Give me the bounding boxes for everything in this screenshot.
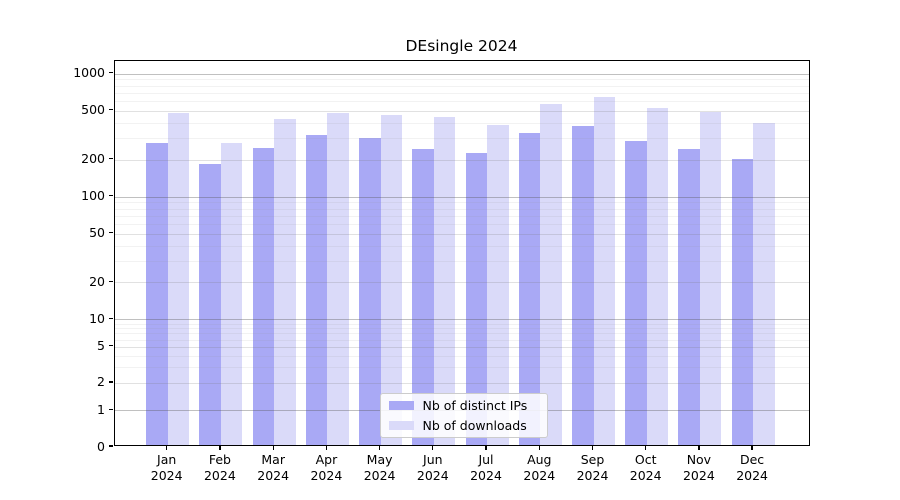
chart-title: DEsingle 2024	[405, 37, 518, 55]
bar-sep-downloads	[593, 97, 615, 445]
gridline-major	[114, 73, 809, 75]
plot-area: Nb of distinct IPs Nb of downloads	[113, 59, 810, 446]
y-tick-label: 10	[89, 310, 105, 326]
y-tick-mark	[109, 345, 113, 347]
y-tick-mark	[109, 72, 113, 74]
x-tick-label: May 2024	[363, 452, 396, 483]
y-tick-mark	[109, 158, 113, 160]
y-tick-mark	[109, 381, 113, 383]
x-tick-mark	[432, 446, 434, 450]
x-tick-label: Jan 2024	[150, 452, 183, 483]
x-tick-mark	[645, 446, 647, 450]
x-tick-label: Oct 2024	[629, 452, 662, 483]
x-tick-mark	[378, 446, 381, 450]
bar-nov-ips	[678, 149, 700, 445]
bar-feb-ips	[199, 164, 221, 445]
y-tick-mark	[109, 109, 113, 111]
y-tick-label: 5	[97, 338, 105, 354]
y-tick-label: 200	[81, 151, 105, 167]
y-tick-label: 2	[97, 374, 105, 390]
x-tick-label: Jul 2024	[470, 452, 502, 483]
bar-jul-ips	[465, 153, 487, 445]
x-tick-mark	[751, 446, 753, 450]
legend: Nb of distinct IPs Nb of downloads	[379, 392, 548, 438]
bar-feb-downloads	[220, 143, 243, 445]
bar-dec-downloads	[753, 122, 775, 445]
y-tick-label: 100	[81, 188, 105, 204]
x-tick-label: Apr 2024	[310, 452, 343, 483]
bar-jun-ips	[412, 148, 434, 445]
y-tick-label: 1000	[73, 65, 105, 81]
bar-may-downloads	[380, 114, 403, 445]
y-tick-mark	[109, 195, 113, 197]
y-tick-mark	[109, 408, 113, 410]
bar-jan-downloads	[167, 112, 190, 445]
y-tick-mark	[109, 445, 113, 447]
x-tick-mark	[591, 446, 594, 450]
y-tick-mark	[109, 280, 113, 283]
x-tick-label: Jun 2024	[416, 452, 449, 483]
x-tick-mark	[325, 446, 328, 450]
x-tick-label: Aug 2024	[523, 452, 556, 483]
y-tick-mark	[109, 317, 113, 319]
bar-jun-downloads	[433, 116, 456, 445]
gridline-minor	[114, 101, 809, 102]
legend-label-downloads: Nb of downloads	[422, 417, 527, 433]
y-tick-label: 500	[81, 102, 105, 118]
y-tick-label: 50	[89, 225, 105, 241]
x-tick-mark	[698, 446, 700, 450]
bar-jul-downloads	[487, 124, 509, 445]
bar-aug-ips	[518, 132, 541, 445]
bar-mar-downloads	[274, 119, 296, 445]
bar-oct-ips	[625, 140, 647, 445]
bar-apr-ips	[305, 135, 328, 445]
x-tick-mark	[485, 446, 487, 450]
x-tick-mark	[538, 446, 540, 450]
bar-sep-ips	[572, 126, 594, 445]
x-tick-label: Mar 2024	[257, 452, 290, 483]
legend-label-distinct-ips: Nb of distinct IPs	[422, 397, 528, 413]
y-tick-label: 0	[97, 438, 105, 454]
gridline-minor	[114, 85, 809, 87]
x-tick-mark	[219, 446, 221, 450]
y-tick-label: 20	[89, 273, 105, 289]
bar-oct-downloads	[646, 108, 669, 445]
bar-dec-ips	[731, 158, 754, 445]
x-tick-label: Feb 2024	[203, 452, 236, 483]
gridline-minor	[114, 79, 809, 81]
bar-mar-ips	[252, 147, 275, 445]
y-tick-label: 1	[97, 401, 105, 417]
bar-nov-downloads	[699, 111, 722, 445]
x-tick-label: Sep 2024	[576, 452, 609, 483]
legend-swatch-downloads	[388, 420, 414, 430]
x-tick-mark	[166, 446, 168, 450]
bar-jan-ips	[146, 142, 168, 445]
legend-item-distinct-ips: Nb of distinct IPs	[388, 397, 547, 414]
legend-swatch-distinct-ips	[388, 400, 414, 410]
gridline-minor	[114, 92, 809, 94]
x-tick-mark	[272, 446, 274, 450]
bar-aug-downloads	[540, 103, 562, 445]
bar-apr-downloads	[327, 113, 349, 445]
bar-may-ips	[359, 138, 381, 445]
y-tick-mark	[109, 231, 113, 234]
legend-item-downloads: Nb of downloads	[388, 417, 547, 434]
x-tick-label: Dec 2024	[736, 452, 768, 483]
x-tick-label: Nov 2024	[682, 452, 715, 483]
